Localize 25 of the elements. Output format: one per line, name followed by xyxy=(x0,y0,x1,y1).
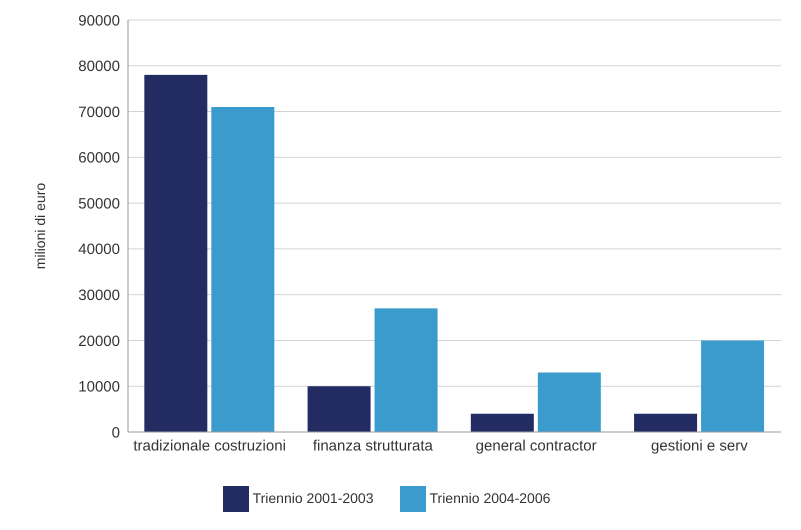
y-tick-label: 50000 xyxy=(78,195,120,212)
y-tick-label: 80000 xyxy=(78,58,120,76)
bar xyxy=(374,308,438,432)
x-tick-label: gestioni e serv xyxy=(651,438,748,455)
legend-label: Triennio 2001-2003 xyxy=(252,490,374,506)
x-tick-label: tradizionale costruzioni xyxy=(133,438,286,455)
legend-label: Triennio 2004-2006 xyxy=(430,490,550,506)
y-tick-label: 70000 xyxy=(78,104,120,121)
y-tick-label: 20000 xyxy=(78,332,120,350)
bar xyxy=(470,414,534,432)
y-tick-label: 90000 xyxy=(78,12,120,30)
y-tick-label: 30000 xyxy=(78,286,120,304)
y-tick-label: 0 xyxy=(112,424,120,442)
y-tick-label: 40000 xyxy=(78,241,120,258)
x-tick-label: finanza strutturata xyxy=(312,438,434,455)
bar xyxy=(538,372,601,432)
bar xyxy=(144,74,208,432)
y-tick-label: 60000 xyxy=(78,150,120,167)
x-tick-label: general contractor xyxy=(476,438,597,455)
bar xyxy=(701,340,764,432)
bar xyxy=(634,414,698,432)
bar xyxy=(211,106,274,432)
y-tick-label: 10000 xyxy=(78,378,120,396)
y-axis-title: milioni di euro xyxy=(32,182,48,270)
bar xyxy=(308,386,371,432)
